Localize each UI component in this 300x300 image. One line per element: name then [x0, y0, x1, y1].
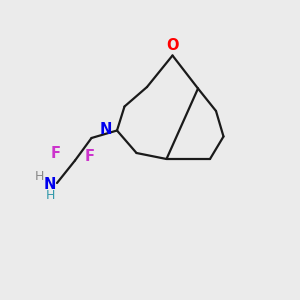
Text: N: N — [43, 177, 56, 192]
Text: H: H — [45, 189, 55, 203]
Text: N: N — [99, 122, 112, 136]
Text: O: O — [166, 38, 179, 52]
Text: F: F — [85, 149, 95, 164]
Text: F: F — [50, 146, 61, 160]
Text: H: H — [34, 169, 44, 183]
